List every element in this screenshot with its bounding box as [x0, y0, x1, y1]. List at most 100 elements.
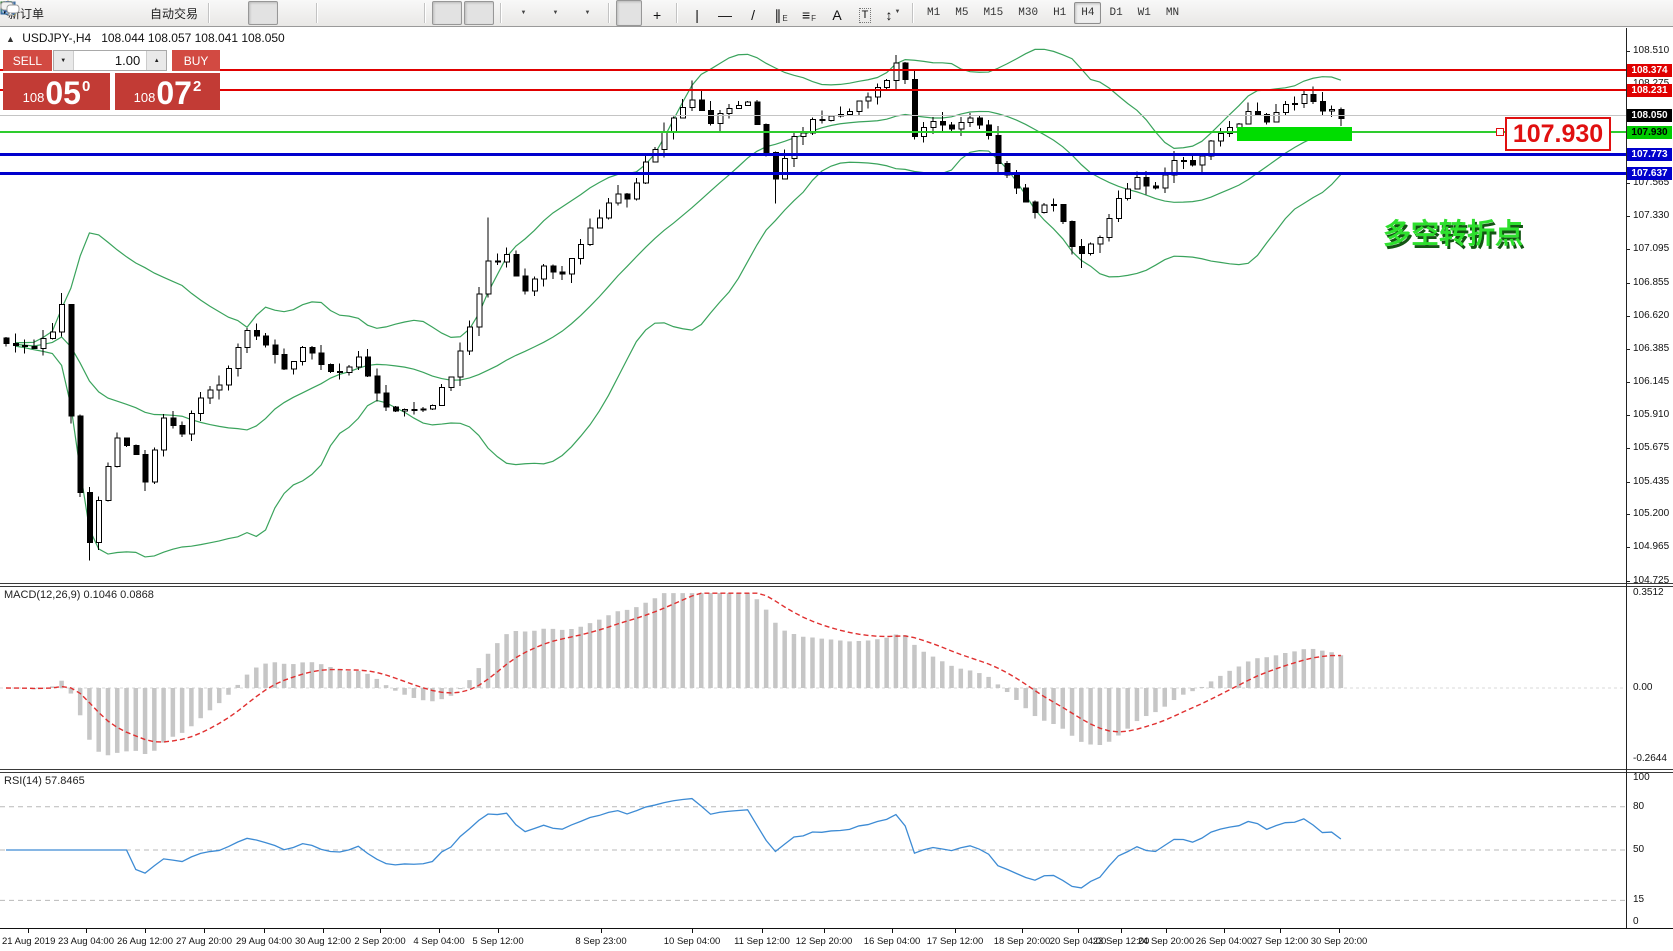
price-chart-area[interactable] — [0, 28, 1626, 583]
axis-tick-mark — [1626, 249, 1630, 251]
chart-shift-button[interactable] — [1, 1, 495, 25]
pivot-line[interactable] — [0, 131, 1626, 134]
highlight-rectangle[interactable] — [1237, 127, 1352, 141]
price-badge: 108.374 — [1627, 63, 1672, 77]
price-tick-label: 107.565 — [1633, 177, 1670, 189]
crosshair-tool[interactable]: + — [652, 7, 662, 23]
ohlc-values: 108.044 108.057 108.041 108.050 — [101, 31, 285, 45]
time-tick-mark — [601, 929, 602, 933]
signals-button[interactable] — [1, 1, 144, 25]
metaeditor-button[interactable] — [0, 0, 80, 25]
text-label-tool[interactable]: T — [852, 0, 878, 26]
chart-candles-button[interactable] — [1, 1, 279, 25]
buy-price-sup: 2 — [192, 78, 202, 95]
chart-line-button[interactable] — [0, 1, 310, 25]
sell-price-big: 05 — [45, 75, 81, 111]
time-axis[interactable]: 21 Aug 2019 23 Aug 04:00 26 Aug 12:00 27 Au… — [0, 928, 1673, 951]
support-line-2[interactable] — [0, 171, 1626, 175]
turning-point-annotation[interactable]: 多空转折点 — [1383, 218, 1524, 249]
volume-input[interactable]: 1.00 — [72, 51, 148, 70]
time-tick-label: 30 Aug 12:00 — [295, 936, 351, 947]
panel-collapse-icon[interactable]: ▲ — [6, 34, 15, 44]
zoom-in-button[interactable] — [1, 1, 354, 25]
rsi-axis-label: 0 — [1633, 916, 1639, 927]
pane-separator[interactable] — [0, 583, 1673, 587]
terminal-button[interactable] — [1, 1, 112, 25]
current-price-line[interactable] — [0, 114, 1626, 116]
sell-button[interactable]: SELL — [3, 50, 52, 71]
timeframe-m5[interactable]: M5 — [955, 7, 969, 19]
volume-decrease-button[interactable]: ▼ — [53, 51, 73, 70]
time-tick-label: 24 Sep 20:00 — [1137, 936, 1195, 947]
rsi-canvas[interactable] — [0, 773, 1626, 928]
callout-anchor-icon — [1496, 128, 1504, 136]
time-tick-mark — [264, 929, 265, 933]
timeframe-w1[interactable]: W1 — [1137, 7, 1151, 19]
time-tick-mark — [204, 929, 205, 933]
rsi-axis-label: 80 — [1633, 800, 1645, 812]
timeframe-h4[interactable]: H4 — [1074, 2, 1102, 24]
text-tool[interactable]: A — [832, 7, 842, 23]
price-tick-label: 105.910 — [1633, 409, 1670, 420]
time-tick-label: 17 Sep 12:00 — [926, 936, 984, 947]
axis-tick-mark — [1626, 183, 1630, 185]
time-tick-mark — [1224, 929, 1225, 933]
equidistant-channel-tool[interactable]: ∥ E — [774, 7, 788, 23]
timeframe-m30[interactable]: M30 — [1018, 7, 1039, 19]
price-axis-line — [1626, 28, 1627, 928]
axis-tick-mark — [1626, 315, 1630, 317]
chat-icon[interactable] — [0, 0, 20, 16]
time-tick-mark — [1339, 929, 1340, 933]
time-tick-label: 27 Aug 20:00 — [176, 936, 232, 947]
time-tick-label: 5 Sep 12:00 — [472, 936, 524, 947]
buy-button[interactable]: BUY — [172, 50, 220, 71]
tile-windows-button[interactable] — [0, 1, 418, 25]
zoom-out-button[interactable] — [1, 1, 386, 25]
timeframe-d1[interactable]: D1 — [1109, 7, 1123, 19]
chart-window[interactable]: ▲ USDJPY-,H4 108.044 108.057 108.041 108… — [0, 28, 1673, 951]
volume-increase-button[interactable]: ▲ — [147, 51, 167, 70]
time-tick-label: 26 Aug 12:00 — [117, 936, 173, 947]
time-tick-mark — [1280, 929, 1281, 933]
chart-bars-button[interactable] — [1, 1, 246, 25]
pane-separator[interactable] — [0, 769, 1673, 773]
price-callout-label[interactable]: 107.930 — [1505, 117, 1611, 151]
time-tick-mark — [892, 929, 893, 933]
time-tick-label: 26 Sep 04:00 — [1195, 936, 1253, 947]
sell-price-sup: 0 — [81, 78, 91, 95]
resistance-line-2[interactable] — [0, 89, 1626, 92]
trendline-tool[interactable]: / — [751, 7, 755, 23]
arrows-tool[interactable]: ↕ ▼ — [885, 7, 901, 23]
timeframe-mn[interactable]: MN — [1165, 7, 1180, 19]
axis-tick-mark — [1626, 348, 1630, 350]
support-line-1[interactable] — [0, 152, 1626, 156]
macd-axis-label: 0.00 — [1633, 682, 1653, 693]
cursor-tool[interactable] — [4, 0, 643, 26]
main-toolbar: 新订单 — [0, 0, 1673, 27]
price-tick-label: 106.620 — [1633, 309, 1670, 321]
timeframe-m1[interactable]: M1 — [927, 7, 941, 19]
auto-scroll-button[interactable] — [2, 1, 463, 25]
vertical-line-tool[interactable]: | — [695, 7, 699, 23]
price-axis[interactable]: 108.510 108.275 107.565 107.330 107.095 106.8… — [1626, 28, 1673, 950]
buy-price-display[interactable]: 108 07 2 — [115, 73, 220, 110]
horizontal-line-tool[interactable]: — — [718, 7, 733, 23]
resistance-line-1[interactable] — [0, 69, 1626, 72]
templates-button[interactable]: ▼ — [1, 1, 602, 25]
time-tick-mark — [86, 929, 87, 933]
sell-price-display[interactable]: 108 05 0 — [3, 73, 110, 110]
fibonacci-tool[interactable]: ≡ F — [802, 7, 817, 23]
macd-canvas[interactable] — [0, 587, 1626, 769]
autotrading-button[interactable]: 自动交易 — [1, 1, 202, 25]
time-tick-mark — [1121, 929, 1122, 933]
periods-button[interactable]: ▼ — [1, 1, 570, 25]
macd-indicator-label: MACD(12,26,9) 0.1046 0.0868 — [4, 589, 154, 601]
timeframe-h1[interactable]: H1 — [1053, 7, 1067, 19]
candles-canvas — [3, 48, 1345, 561]
timeframe-m15[interactable]: M15 — [983, 7, 1004, 19]
time-tick-label: 16 Sep 04:00 — [863, 936, 921, 947]
indicators-button[interactable]: ▼ — [1, 1, 538, 25]
pointer-tools-group: + — [644, 0, 670, 26]
toolbar-separator — [424, 3, 427, 23]
autotrading-label: 自动交易 — [150, 6, 199, 21]
